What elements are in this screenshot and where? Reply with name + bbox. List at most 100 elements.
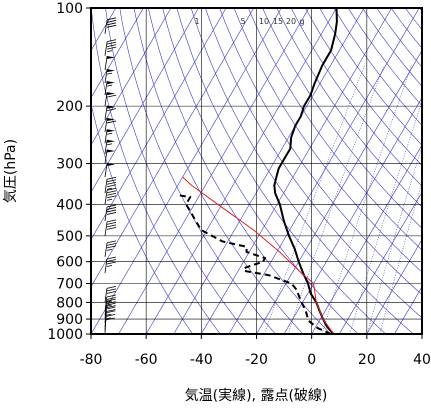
mixing-ratio-line — [287, 65, 385, 334]
wind-barb-pennant — [107, 149, 116, 153]
wind-barb-half-flag — [106, 265, 113, 267]
wind-barb-flag — [106, 298, 116, 302]
wind-barb-flag — [107, 179, 117, 183]
wind-barb-flag — [107, 46, 117, 50]
wind-barb-half-flag — [107, 143, 113, 146]
wind-barb-staff — [104, 221, 108, 236]
wind-barbs — [104, 17, 117, 335]
mixing-ratio-label: 5 — [240, 17, 245, 26]
wind-barb-staff — [104, 105, 108, 120]
profile-lines — [177, 8, 338, 334]
wind-barb-staff — [104, 19, 108, 34]
wind-barb-flag — [106, 219, 117, 223]
dry-adiabat-line — [119, 8, 276, 334]
wind-barb — [104, 286, 116, 303]
wind-barb-pennant — [107, 92, 116, 96]
wind-barb-half-flag — [106, 313, 112, 316]
x-tick-label: -80 — [80, 352, 103, 368]
parcel-line — [182, 176, 335, 334]
wind-barb-half-flag — [107, 132, 113, 135]
wind-barb-flag — [106, 259, 117, 262]
wind-barb-flag — [106, 240, 117, 244]
wind-barb-flag — [106, 245, 117, 249]
wind-barb-staff — [104, 117, 108, 133]
y-tick-label: 800 — [56, 295, 83, 311]
dry-adiabat-line — [276, 8, 422, 208]
wind-barb — [104, 294, 116, 312]
dry-adiabat-line — [305, 8, 422, 166]
wind-barb-flag — [106, 207, 117, 210]
wind-barb-pennant — [107, 81, 116, 85]
wind-barb-staff — [104, 69, 108, 84]
isotherm-line — [145, 8, 337, 334]
wind-barb-half-flag — [107, 187, 113, 190]
wind-barb-flag — [105, 317, 115, 321]
wind-barb-pennant — [107, 105, 116, 109]
dry-adiabat-line — [91, 8, 221, 334]
wind-barb-flag — [107, 176, 117, 180]
wind-barb — [104, 105, 117, 120]
wind-barb — [104, 139, 116, 154]
dry-adiabat-line — [147, 8, 332, 334]
isotherm-line — [91, 8, 144, 99]
isotherm-line — [91, 8, 255, 288]
wind-barb-flag — [107, 181, 117, 185]
wind-barb — [104, 149, 116, 164]
wind-barb — [104, 314, 116, 331]
wind-barb-staff — [104, 139, 108, 154]
wind-barb-flag — [107, 120, 117, 124]
wind-barb-flag — [106, 261, 117, 265]
isotherm-line — [91, 8, 282, 334]
wind-barb — [104, 204, 117, 222]
wind-barb-flag — [107, 94, 117, 98]
isotherm-line — [394, 286, 422, 334]
isotherm-line — [311, 144, 422, 334]
dry-adiabat-line — [219, 8, 422, 296]
wind-barb-half-flag — [106, 300, 112, 303]
wind-barb-staff — [104, 288, 108, 303]
wind-barb-flag — [106, 212, 117, 215]
wind-barb — [104, 81, 116, 96]
x-tick-label: -20 — [245, 352, 268, 368]
wind-barb-pennant — [107, 56, 116, 60]
wind-barb — [104, 92, 117, 107]
wind-barb-pennant — [107, 69, 116, 73]
mixing-ratio-labels: 1 5 10 15 20 g — [194, 17, 304, 26]
wind-barb-staff — [104, 179, 108, 194]
wind-barb-half-flag — [105, 317, 112, 320]
wind-barb — [104, 69, 116, 84]
wind-barb-flag — [107, 44, 117, 48]
dry-adiabat-line — [190, 8, 414, 334]
wind-barb-flag — [106, 301, 116, 304]
wind-barb-flag — [106, 221, 117, 225]
mixing-ratio-label: 15 — [273, 17, 283, 26]
wind-barb-flag — [106, 291, 116, 294]
x-axis-tick-labels: -80 -60 -40 -20 0 20 40 — [80, 334, 431, 368]
wind-barb-flag — [106, 294, 116, 298]
wind-barb-staff — [104, 129, 108, 144]
isotherm-line — [118, 8, 310, 334]
wind-barb — [104, 129, 116, 144]
wind-barb-staff — [104, 242, 108, 257]
y-tick-label: 1000 — [47, 327, 83, 343]
wind-barb-flag — [106, 305, 116, 308]
y-tick-label: 100 — [56, 1, 83, 17]
grid-lines — [91, 8, 422, 334]
isotherm-line — [91, 8, 199, 193]
x-tick-label: -40 — [190, 352, 213, 368]
wind-barb-flag — [106, 242, 117, 246]
wind-barb-flag — [107, 187, 117, 191]
y-tick-label: 400 — [56, 197, 83, 213]
wind-barb-staff — [104, 92, 108, 107]
dry-adiabat-line — [247, 8, 422, 251]
wind-barb-flag — [106, 204, 117, 208]
mixing-ratio-label: 1 — [194, 17, 199, 26]
wind-barb-flag — [107, 192, 117, 196]
wind-barb-flag — [106, 288, 116, 292]
wind-barb-staff — [104, 81, 108, 96]
wind-barb-flag — [106, 306, 116, 310]
wind-barb-staff — [104, 149, 108, 164]
x-axis-title: 気温(実線), 露点(破線) — [185, 388, 328, 404]
